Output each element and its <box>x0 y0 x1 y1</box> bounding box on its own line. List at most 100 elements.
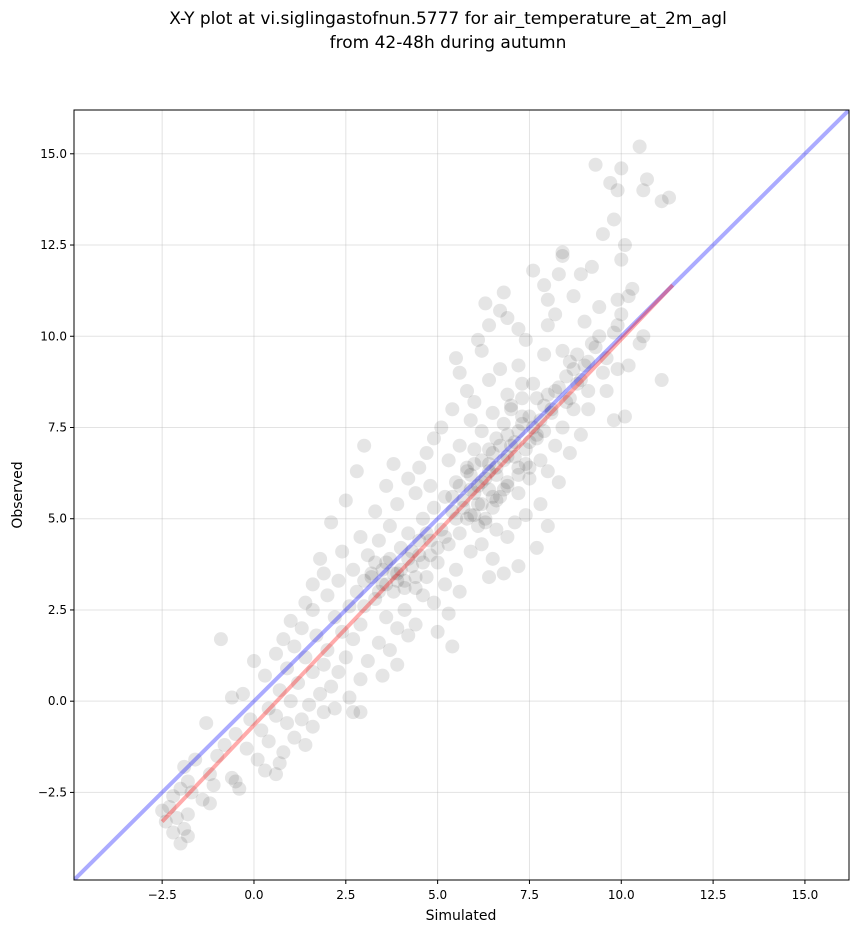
scatter-point-321 <box>390 573 405 588</box>
scatter-point-32 <box>577 314 592 329</box>
scatter-point-82 <box>357 438 372 453</box>
y-tick-label-3: 5.0 <box>48 512 67 526</box>
scatter-point-4 <box>603 175 618 190</box>
scatter-point-44 <box>537 347 552 362</box>
scatter-point-71 <box>496 416 511 431</box>
scatter-point-50 <box>621 358 636 373</box>
scatter-point-23 <box>566 289 581 304</box>
y-tick-label-0: −2.5 <box>38 785 67 799</box>
scatter-point-159 <box>364 570 379 585</box>
scatter-point-34 <box>540 318 555 333</box>
scatter-point-218 <box>224 690 239 705</box>
scatter-point-26 <box>478 296 493 311</box>
scatter-point-114 <box>456 493 471 508</box>
scatter-point-219 <box>283 694 298 709</box>
scatter-point-223 <box>316 705 331 720</box>
scatter-point-197 <box>320 643 335 658</box>
scatter-point-196 <box>445 639 460 654</box>
y-tick-label-6: 12.5 <box>40 238 67 252</box>
scatter-point-214 <box>272 683 287 698</box>
scatter-point-257 <box>202 796 217 811</box>
scatter-point-25 <box>540 292 555 307</box>
scatter-point-19 <box>537 278 552 293</box>
scatter-point-138 <box>371 533 386 548</box>
scatter-point-275 <box>500 427 515 442</box>
scatter-point-213 <box>324 679 339 694</box>
x-tick-label-1: 0.0 <box>244 888 263 902</box>
scatter-point-77 <box>573 427 588 442</box>
scatter-point-202 <box>246 654 261 669</box>
scatter-point-95 <box>540 464 555 479</box>
scatter-point-74 <box>434 420 449 435</box>
scatter-point-150 <box>379 555 394 570</box>
scatter-point-314 <box>515 391 530 406</box>
scatter-point-57 <box>599 383 614 398</box>
scatter-point-335 <box>368 555 383 570</box>
scatter-point-53 <box>482 373 497 388</box>
scatter-point-128 <box>507 515 522 530</box>
scatter-point-238 <box>239 741 254 756</box>
scatter-point-217 <box>342 690 357 705</box>
scatter-point-127 <box>324 515 339 530</box>
scatter-point-162 <box>397 573 412 588</box>
x-axis-ticks: −2.5 0.0 2.5 5.0 7.5 10.0 12.5 15.0 <box>148 880 818 902</box>
scatter-point-304 <box>500 475 515 490</box>
scatter-point-37 <box>636 329 651 344</box>
scatter-point-28 <box>493 303 508 318</box>
scatter-point-325 <box>375 562 390 577</box>
scatter-point-230 <box>199 716 214 731</box>
scatter-point-329 <box>371 584 386 599</box>
scatter-point-322 <box>404 544 419 559</box>
scatter-point-300 <box>460 460 475 475</box>
scatter-point-60 <box>467 394 482 409</box>
scatter-point-80 <box>507 435 522 450</box>
scatter-point-337 <box>570 347 585 362</box>
scatter-point-29 <box>548 307 563 322</box>
scatter-point-35 <box>482 318 497 333</box>
scatter-point-278 <box>529 431 544 446</box>
scatter-points <box>155 139 677 851</box>
scatter-point-203 <box>360 654 375 669</box>
scatter-point-331 <box>412 533 427 548</box>
scatter-point-182 <box>283 613 298 628</box>
scatter-point-187 <box>335 624 350 639</box>
scatter-point-277 <box>489 460 504 475</box>
scatter-point-81 <box>452 438 467 453</box>
scatter-point-177 <box>305 602 320 617</box>
scatter-point-160 <box>482 570 497 585</box>
scatter-point-309 <box>456 500 471 515</box>
scatter-point-220 <box>302 697 317 712</box>
scatter-point-179 <box>441 606 456 621</box>
scatter-point-254 <box>184 785 199 800</box>
scatter-point-43 <box>474 343 489 358</box>
scatter-point-175 <box>342 599 357 614</box>
scatter-point-56 <box>460 383 475 398</box>
scatter-point-200 <box>338 650 353 665</box>
scatter-point-268 <box>511 424 526 439</box>
scatter-point-117 <box>390 497 405 512</box>
scatter-point-193 <box>213 632 228 647</box>
scatter-point-27 <box>592 300 607 315</box>
scatter-point-228 <box>243 712 258 727</box>
x-tick-label-4: 7.5 <box>520 888 539 902</box>
scatter-point-258 <box>162 800 177 815</box>
scatter-point-285 <box>463 467 478 482</box>
chart-title-line-1: X-Y plot at vi.siglingastofnun.5777 for … <box>169 9 727 29</box>
scatter-point-299 <box>496 482 511 497</box>
scatter-point-260 <box>180 807 195 822</box>
scatter-point-281 <box>467 486 482 501</box>
scatter-point-290 <box>559 369 574 384</box>
plot-area-frame <box>73 109 850 881</box>
scatter-point-68 <box>522 409 537 424</box>
scatter-point-270 <box>522 435 537 450</box>
scatter-point-102 <box>474 475 489 490</box>
scatter-point-24 <box>610 292 625 307</box>
scatter-point-42 <box>448 351 463 366</box>
scatter-point-276 <box>518 456 533 471</box>
scatter-point-239 <box>276 745 291 760</box>
scatter-point-189 <box>309 628 324 643</box>
scatter-point-206 <box>280 661 295 676</box>
scatter-point-69 <box>463 413 478 428</box>
scatter-point-201 <box>298 650 313 665</box>
scatter-point-39 <box>518 332 533 347</box>
